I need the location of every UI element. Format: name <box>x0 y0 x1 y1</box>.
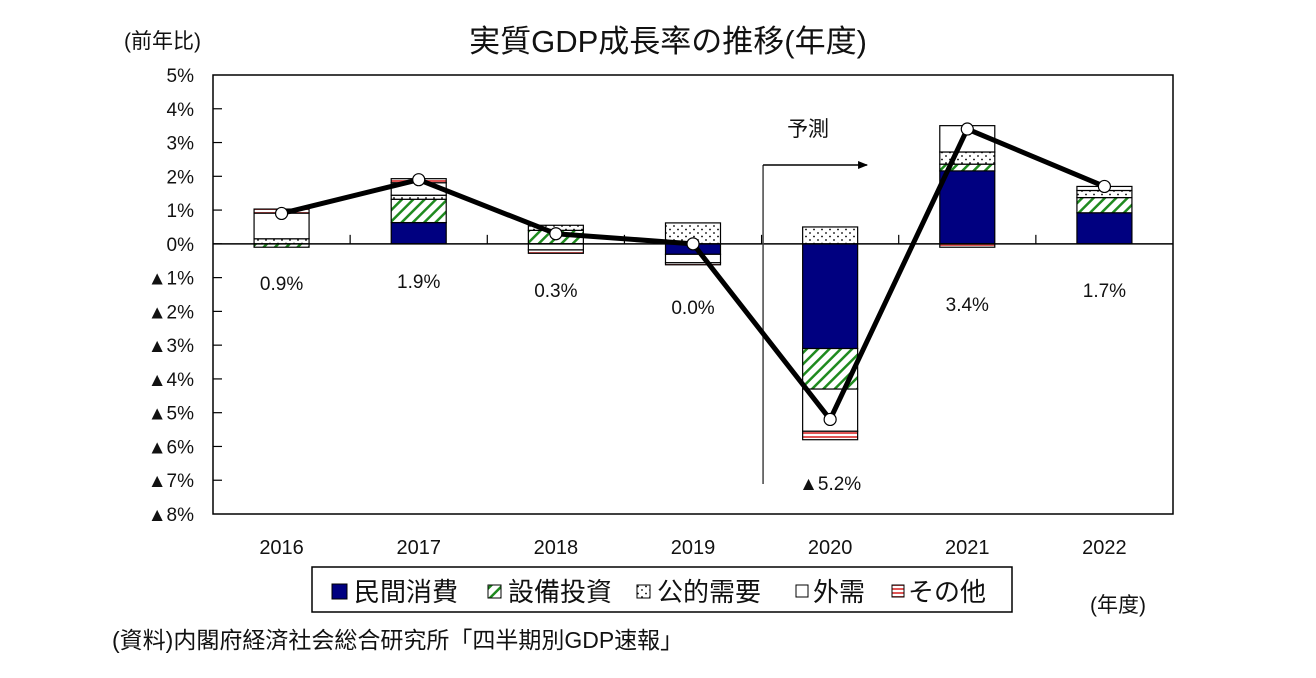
y-tick-label: ▲3% <box>148 336 194 357</box>
legend-swatch-hatch-green <box>487 584 502 599</box>
legend: 民間消費 設備投資 公的需要 外需 その他 <box>311 566 1013 613</box>
bar-stack-2021 <box>939 125 996 248</box>
x-tick-label: 2020 <box>808 537 853 559</box>
legend-item-capex: 設備投資 <box>487 577 612 607</box>
bar-segment-other <box>802 430 859 441</box>
y-axis-unit-label: (前年比) <box>124 30 201 53</box>
data-labels: 0.9% 1.9% 0.3% 0.0% ▲5.2% 3.4% 1.7% <box>260 272 1126 495</box>
value-label-2016: 0.9% <box>260 274 303 295</box>
legend-label: 設備投資 <box>508 577 612 607</box>
y-tick-label: 5% <box>167 66 195 87</box>
legend-item-private-consumption: 民間消費 <box>331 577 458 607</box>
y-tick-label: ▲6% <box>148 437 194 458</box>
legend-label: 民間消費 <box>354 577 458 607</box>
bar-segment-private-consumption <box>390 221 447 245</box>
legend-swatch-dots <box>636 584 651 599</box>
y-tick-label: 4% <box>167 100 195 121</box>
growth-point-2020 <box>823 412 837 427</box>
y-tick-label: 3% <box>167 134 195 155</box>
forecast-annotation: 予測 <box>762 118 869 484</box>
legend-item-public-demand: 公的需要 <box>636 577 761 607</box>
bar-segment-public-demand <box>802 226 859 245</box>
value-label-2020: ▲5.2% <box>799 474 861 495</box>
x-tick-label: 2019 <box>671 537 716 559</box>
bar-segment-capex <box>390 198 447 224</box>
y-tick-label: ▲7% <box>148 471 194 492</box>
legend-swatch-red-stripes <box>891 584 905 598</box>
x-tick-label: 2016 <box>259 537 304 559</box>
bar-segment-private-consumption <box>1076 212 1133 245</box>
y-tick-label: ▲1% <box>148 269 194 290</box>
axes: 5% 4% 3% 2% 1% 0% ▲1% ▲2% ▲3% ▲4% ▲5% ▲6% ▲7% ▲8% 2016… <box>148 66 1173 559</box>
y-tick-label: ▲8% <box>148 505 194 526</box>
bar-stack-2022 <box>1076 185 1133 245</box>
y-tick-label: 2% <box>167 167 195 188</box>
bar-segment-private-consumption <box>939 170 996 245</box>
legend-swatch-solid-navy <box>331 583 348 600</box>
bar-segment-external-demand <box>527 243 584 251</box>
legend-box <box>311 566 1013 613</box>
value-label-2021: 3.4% <box>946 295 989 316</box>
source-note: (資料)内閣府経済社会総合研究所「四半期別GDP速報」 <box>112 627 683 653</box>
bar-segment-other <box>664 262 722 266</box>
value-label-2017: 1.9% <box>397 272 440 293</box>
plot-frame <box>212 74 1174 515</box>
y-tick-label: ▲2% <box>148 302 194 323</box>
forecast-label: 予測 <box>787 118 829 141</box>
y-tick-label: 0% <box>167 235 195 256</box>
x-tick-label: 2021 <box>945 537 990 559</box>
chart-title: 実質GDP成長率の推移(年度) <box>469 24 867 59</box>
x-axis-unit-label: (年度) <box>1090 594 1146 617</box>
growth-point-2017 <box>412 173 426 187</box>
stacked-bars <box>253 125 1133 441</box>
value-label-2022: 1.7% <box>1083 281 1126 302</box>
x-tick-label: 2022 <box>1082 537 1127 559</box>
bar-segment-external-demand <box>664 253 722 264</box>
bar-segment-public-demand <box>390 194 447 200</box>
plot-area <box>212 74 1174 515</box>
growth-point-2018 <box>549 227 563 241</box>
value-label-2019: 0.0% <box>671 298 714 319</box>
legend-item-other: その他 <box>891 577 986 607</box>
legend-label: その他 <box>908 577 986 607</box>
growth-point-2016 <box>274 206 289 221</box>
growth-line <box>274 122 1112 427</box>
bar-stack-2020 <box>802 226 859 441</box>
value-label-2018: 0.3% <box>534 281 577 302</box>
growth-point-2019 <box>686 237 700 251</box>
bar-segment-private-consumption <box>802 243 859 350</box>
legend-item-external-demand: 外需 <box>795 577 865 607</box>
bar-segment-capex <box>1076 196 1133 214</box>
bar-segment-public-demand <box>939 151 996 165</box>
x-tick-label: 2018 <box>534 537 579 559</box>
legend-swatch-white <box>795 584 809 598</box>
legend-label: 外需 <box>813 577 865 607</box>
bar-segment-public-demand <box>253 238 310 245</box>
growth-point-2021 <box>960 122 974 136</box>
growth-point-2022 <box>1097 179 1112 194</box>
legend-label: 公的需要 <box>657 577 761 607</box>
x-tick-label: 2017 <box>396 537 441 559</box>
y-tick-label: 1% <box>167 201 195 222</box>
y-tick-label: ▲5% <box>148 404 194 425</box>
y-tick-label: ▲4% <box>148 370 194 391</box>
bar-segment-other <box>527 249 584 254</box>
